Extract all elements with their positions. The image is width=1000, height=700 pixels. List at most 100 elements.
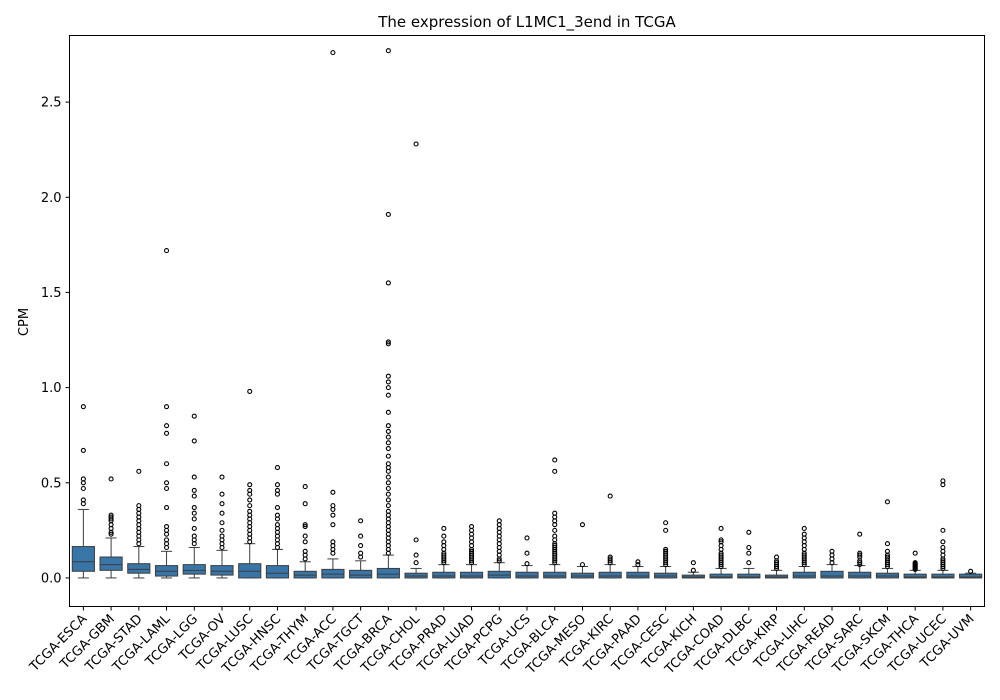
outlier-point bbox=[857, 552, 863, 558]
box bbox=[820, 570, 844, 579]
y-tick-label: 1.0 bbox=[41, 381, 62, 396]
outlier-point bbox=[302, 484, 308, 490]
box bbox=[182, 564, 206, 575]
box bbox=[598, 571, 622, 579]
outlier-point bbox=[496, 558, 502, 564]
outlier-point bbox=[358, 543, 364, 549]
outlier-point bbox=[247, 388, 253, 394]
outlier-point bbox=[191, 474, 197, 480]
outlier-point bbox=[413, 552, 419, 558]
outlier-point bbox=[912, 560, 918, 566]
outlier-point bbox=[385, 453, 391, 459]
outlier-point bbox=[136, 503, 142, 509]
box bbox=[792, 571, 816, 579]
box-group bbox=[626, 559, 650, 579]
outlier-point bbox=[385, 474, 391, 480]
box-group bbox=[848, 531, 872, 579]
outlier-point bbox=[247, 497, 253, 503]
outlier-point bbox=[690, 567, 696, 573]
outlier-point bbox=[163, 430, 170, 436]
outlier-point bbox=[385, 339, 391, 345]
outlier-point bbox=[801, 552, 807, 558]
box-group bbox=[154, 248, 179, 579]
outlier-point bbox=[385, 392, 391, 398]
outlier-point bbox=[773, 560, 780, 566]
outlier-point bbox=[274, 482, 281, 488]
outlier-point bbox=[663, 546, 669, 552]
y-tick-label: 0.0 bbox=[41, 571, 62, 586]
outlier-point bbox=[358, 533, 364, 539]
outlier-point bbox=[385, 485, 391, 492]
box-group bbox=[681, 560, 705, 579]
outlier-point bbox=[163, 461, 170, 467]
outlier-point bbox=[718, 539, 724, 545]
outlier-point bbox=[940, 558, 946, 564]
outlier-point bbox=[302, 548, 308, 554]
outlier-point bbox=[441, 552, 447, 558]
outlier-point bbox=[302, 524, 308, 530]
outlier-point bbox=[468, 548, 475, 554]
outlier-point bbox=[552, 543, 558, 549]
outlier-point bbox=[330, 512, 336, 518]
box bbox=[349, 569, 373, 579]
outlier-point bbox=[940, 527, 946, 533]
y-tick-label: 1.5 bbox=[41, 286, 62, 301]
plot-frame bbox=[69, 35, 985, 607]
box-group bbox=[515, 535, 539, 579]
outlier-point bbox=[663, 548, 669, 554]
outlier-point bbox=[247, 482, 253, 488]
outlier-point bbox=[552, 468, 558, 474]
outlier-point bbox=[219, 533, 225, 539]
outlier-point bbox=[884, 548, 891, 554]
box-group bbox=[598, 493, 622, 579]
outlier-point bbox=[385, 428, 391, 434]
box-group bbox=[349, 518, 373, 579]
box-group bbox=[931, 478, 955, 579]
y-tick-label: 2.0 bbox=[41, 191, 62, 206]
box-group bbox=[737, 529, 761, 579]
box-group bbox=[959, 568, 983, 579]
outlier-point bbox=[496, 518, 502, 524]
outlier-point bbox=[607, 554, 613, 560]
box-group bbox=[321, 50, 345, 579]
outlier-point bbox=[385, 379, 391, 385]
box bbox=[709, 573, 733, 579]
outlier-point bbox=[163, 504, 170, 511]
box bbox=[543, 571, 567, 579]
outlier-point bbox=[940, 544, 946, 551]
outlier-point bbox=[441, 533, 447, 539]
outlier-point bbox=[247, 503, 253, 509]
outlier-point bbox=[330, 489, 336, 495]
outlier-point bbox=[552, 533, 558, 539]
outlier-point bbox=[524, 550, 530, 556]
outlier-point bbox=[801, 525, 807, 532]
outlier-point bbox=[302, 522, 308, 528]
outlier-point bbox=[524, 535, 530, 541]
outlier-point bbox=[385, 440, 391, 446]
box-group bbox=[820, 548, 844, 579]
outlier-point bbox=[829, 548, 835, 554]
outlier-point bbox=[385, 211, 391, 217]
outlier-point bbox=[274, 522, 281, 528]
outlier-point bbox=[80, 497, 86, 503]
outlier-point bbox=[524, 561, 530, 567]
outlier-point bbox=[274, 504, 281, 511]
outlier-point bbox=[385, 434, 391, 440]
outlier-point bbox=[191, 510, 197, 516]
outlier-point bbox=[274, 487, 281, 493]
outlier-point bbox=[191, 487, 197, 493]
outlier-point bbox=[274, 512, 281, 518]
outlier-point bbox=[385, 48, 391, 54]
outlier-point bbox=[857, 550, 863, 556]
outlier-point bbox=[441, 539, 447, 545]
y-tick-label: 0.5 bbox=[41, 476, 62, 491]
outlier-point bbox=[163, 248, 170, 254]
outlier-point bbox=[635, 559, 641, 565]
outlier-point bbox=[968, 568, 974, 574]
outlier-point bbox=[191, 504, 197, 511]
outlier-point bbox=[191, 413, 197, 419]
box-group bbox=[210, 474, 234, 579]
box bbox=[515, 571, 539, 579]
box bbox=[127, 563, 151, 574]
outlier-point bbox=[690, 560, 696, 566]
